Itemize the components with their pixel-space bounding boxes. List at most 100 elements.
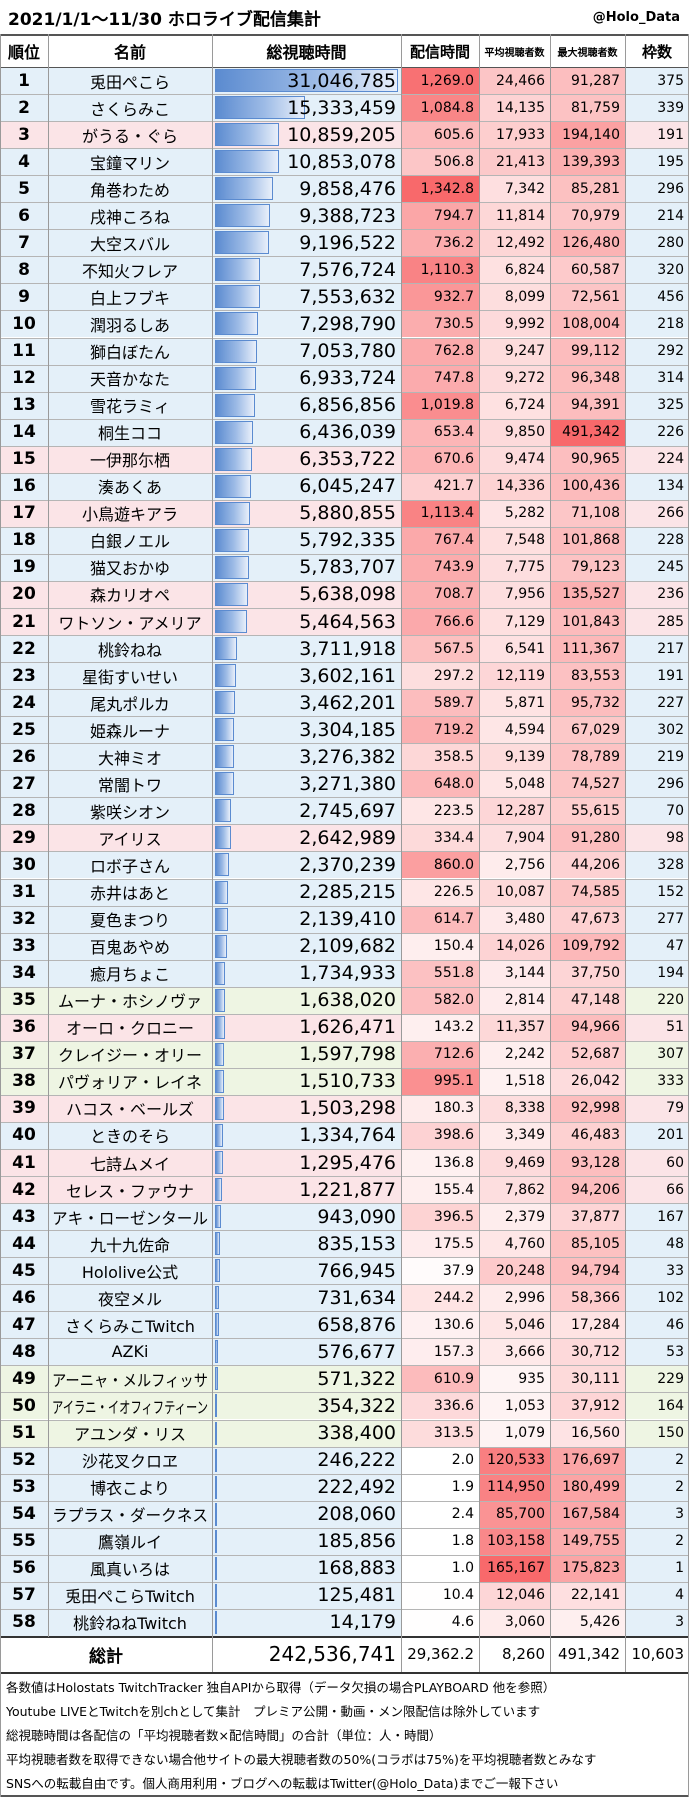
peak-viewers-text: 167,584	[562, 1506, 620, 1523]
stream-hours: 1,019.8	[401, 392, 479, 419]
stream-hours-text: 130.6	[433, 1316, 474, 1333]
peak-viewers: 149,755	[550, 1528, 625, 1555]
avg-viewers-text: 120,533	[487, 1452, 545, 1469]
frames: 1	[625, 1555, 689, 1582]
avg-heat	[479, 472, 550, 500]
rank: 23	[0, 662, 48, 689]
hours-heat	[401, 959, 479, 987]
avg-viewers: 6,724	[479, 392, 550, 419]
total-value-text: 491,342	[557, 1645, 620, 1664]
total-hours: 1,221,877	[212, 1176, 401, 1203]
total-value: 242,536,741	[212, 1637, 401, 1672]
data-bar	[215, 853, 229, 877]
column-header: 枠数	[625, 35, 689, 67]
stream-hours-text: 932.7	[433, 288, 474, 305]
avg-viewers-text: 11,814	[496, 207, 545, 224]
stream-hours-text: 2.4	[451, 1506, 474, 1523]
peak-viewers-text: 175,823	[562, 1560, 620, 1577]
grid-line	[0, 1203, 689, 1205]
name: 常闇トワ	[48, 770, 212, 797]
total-hours: 1,597,798	[212, 1041, 401, 1068]
data-bar	[215, 177, 274, 201]
hours-heat	[401, 1284, 479, 1312]
stream-hours-text: 708.7	[433, 586, 474, 603]
total-hours-text: 5,464,563	[299, 610, 396, 633]
avg-heat	[479, 391, 550, 419]
stream-hours: 995.1	[401, 1068, 479, 1095]
stream-hours-text: 143.2	[433, 1019, 474, 1036]
total-hours-text: 222,492	[317, 1476, 396, 1499]
peak-heat	[550, 580, 625, 608]
rank: 2	[0, 94, 48, 121]
avg-heat	[479, 553, 550, 581]
avg-viewers-text: 12,492	[496, 234, 545, 251]
frames-text: 66	[666, 1181, 684, 1198]
name: アイラニ・イオフィフティーン	[48, 1392, 212, 1419]
name: 星街すいせい	[48, 662, 212, 689]
peak-heat	[550, 499, 625, 527]
total-hours-text: 1,295,476	[299, 1151, 396, 1174]
avg-viewers-text: 10,087	[496, 884, 545, 901]
peak-viewers-text: 92,998	[571, 1100, 620, 1117]
column-header: 順位	[0, 35, 48, 67]
total-hours: 1,334,764	[212, 1122, 401, 1149]
rank-text: 41	[12, 1152, 36, 1173]
stream-hours: 421.7	[401, 473, 479, 500]
avg-viewers: 165,167	[479, 1555, 550, 1582]
frames-text: 456	[657, 288, 684, 305]
grid-line	[0, 1257, 689, 1259]
rank: 47	[0, 1311, 48, 1338]
rank-text: 30	[12, 854, 36, 875]
name: ムーナ・ホシノヴァ	[48, 987, 212, 1014]
frames: 224	[625, 446, 689, 473]
peak-heat	[550, 1013, 625, 1041]
total-hours-text: 2,109,682	[299, 935, 396, 958]
name-text: 戌神ころね	[89, 207, 170, 227]
data-bar	[215, 1394, 218, 1418]
total-hours: 185,856	[212, 1528, 401, 1555]
avg-heat	[479, 770, 550, 798]
frames-text: 325	[657, 397, 684, 414]
frames-text: 150	[657, 1425, 684, 1442]
stream-hours: 2.4	[401, 1501, 479, 1528]
avg-heat	[479, 1365, 550, 1393]
rank: 25	[0, 716, 48, 743]
name-text: 沙花叉クロヱ	[81, 1452, 178, 1472]
data-bar	[215, 745, 235, 769]
avg-viewers: 1,079	[479, 1420, 550, 1447]
hours-heat	[401, 662, 479, 690]
name: 姫森ルーナ	[48, 716, 212, 743]
stream-hours: 605.6	[401, 121, 479, 148]
rank-text: 46	[12, 1287, 36, 1308]
stream-hours-text: 180.3	[433, 1100, 474, 1117]
grid-line	[0, 67, 689, 68]
avg-viewers: 12,046	[479, 1582, 550, 1609]
stream-hours-text: 747.8	[433, 370, 474, 387]
rank-text: 44	[12, 1233, 36, 1254]
peak-viewers-text: 72,561	[571, 288, 620, 305]
rank-text: 43	[12, 1206, 36, 1227]
avg-viewers-text: 9,850	[504, 424, 545, 441]
avg-heat	[479, 797, 550, 825]
total-hours: 576,677	[212, 1338, 401, 1365]
avg-viewers: 120,533	[479, 1447, 550, 1474]
name: 潤羽るしあ	[48, 310, 212, 337]
rank-text: 31	[12, 882, 36, 903]
total-hours-text: 7,553,632	[299, 285, 396, 308]
name-text: 白銀ノエル	[89, 532, 170, 552]
hours-heat	[401, 94, 479, 122]
total-value-text: 8,260	[502, 1645, 545, 1664]
stream-hours: 551.8	[401, 960, 479, 987]
rank-text: 58	[12, 1612, 36, 1633]
avg-viewers: 7,548	[479, 527, 550, 554]
total-hours-text: 1,734,933	[299, 962, 396, 985]
hours-heat	[401, 1500, 479, 1528]
stream-hours: 226.5	[401, 879, 479, 906]
avg-viewers: 2,996	[479, 1284, 550, 1311]
peak-viewers-text: 30,111	[571, 1370, 620, 1387]
total-hours: 222,492	[212, 1474, 401, 1501]
peak-viewers-text: 101,868	[562, 532, 620, 549]
grid-line	[0, 1392, 689, 1394]
avg-viewers: 1,518	[479, 1068, 550, 1095]
account: @Holo_Data	[500, 0, 685, 34]
